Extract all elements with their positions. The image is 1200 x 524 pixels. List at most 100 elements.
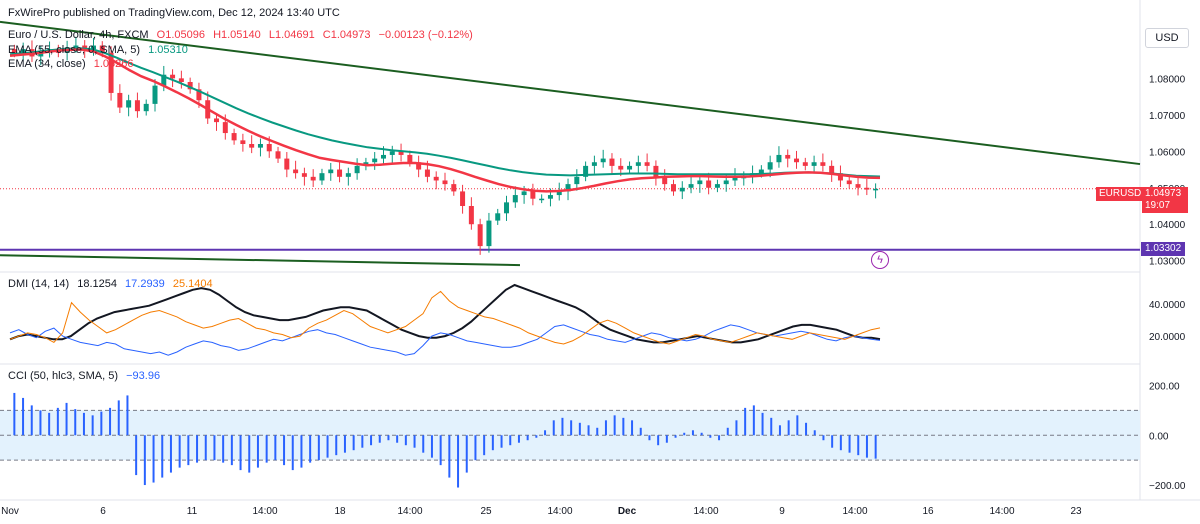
candle	[635, 162, 641, 166]
candle	[231, 133, 237, 141]
candle	[662, 176, 668, 185]
time-tick-label: Dec	[618, 506, 637, 517]
candle	[477, 224, 483, 247]
candle	[767, 162, 773, 170]
candle	[679, 187, 685, 192]
candle	[222, 122, 228, 134]
candle	[451, 184, 457, 192]
candle	[328, 169, 334, 174]
price-tick-label: 1.07000	[1149, 111, 1186, 122]
candle	[293, 169, 299, 174]
candle	[82, 45, 88, 50]
candle	[802, 162, 808, 166]
dmi-plus-value: 17.2939	[125, 278, 165, 290]
symbol-tag: EURUSD	[1096, 187, 1145, 201]
symbol-name[interactable]: Euro / U.S. Dollar, 4h, FXCM	[8, 29, 149, 41]
candle	[468, 206, 474, 225]
price-pane	[0, 20, 1141, 267]
candle	[73, 45, 79, 48]
dmi-line	[9, 283, 881, 344]
time-tick-label: 14:00	[842, 506, 867, 517]
candle	[512, 195, 518, 203]
candle	[275, 151, 281, 159]
close-value: C1.04973	[322, 29, 371, 41]
candle	[539, 198, 545, 201]
candle	[785, 154, 791, 159]
ema34-value: 1.05266	[93, 58, 134, 70]
low-value: L1.04691	[268, 29, 315, 41]
ema34-label: EMA (34, close)	[8, 58, 86, 70]
candle	[829, 165, 835, 174]
candle	[670, 184, 676, 192]
candle	[319, 173, 325, 181]
candle	[310, 176, 316, 181]
candle	[794, 158, 800, 163]
time-tick-label: 25	[480, 506, 492, 517]
time-tick-label: 11	[187, 506, 198, 517]
cci-label: CCI (50, hlc3, SMA, 5)	[8, 370, 119, 382]
candle	[486, 220, 492, 247]
time-tick-label: 6	[100, 506, 106, 517]
ema55-legend[interactable]: EMA (55, close, 0, SMA, 5) 1.05310	[8, 44, 193, 56]
cci-legend[interactable]: CCI (50, hlc3, SMA, 5) −93.96	[8, 370, 165, 382]
dmi-label: DMI (14, 14)	[8, 278, 70, 290]
high-value: H1.05140	[213, 29, 261, 41]
bar-countdown: 19:07	[1145, 200, 1171, 211]
candle	[565, 184, 571, 192]
candle	[424, 169, 430, 177]
candle	[732, 176, 738, 181]
dmi-tick-label: 20.0000	[1149, 332, 1186, 343]
candle	[758, 169, 764, 174]
candle	[433, 176, 439, 181]
candle	[108, 52, 114, 93]
currency-button[interactable]: USD	[1145, 28, 1189, 48]
time-tick-label: 14:00	[397, 506, 422, 517]
price-tick-label: 1.08000	[1149, 74, 1186, 85]
candle	[618, 165, 624, 170]
ema34-legend[interactable]: EMA (34, close) 1.05266	[8, 58, 138, 70]
change-value: −0.00123 (−0.12%)	[378, 29, 473, 41]
candle	[134, 100, 140, 112]
axes: 1.090001.080001.070001.060001.050001.040…	[1, 38, 1186, 517]
candle	[574, 176, 580, 185]
time-tick-label: 14:00	[693, 506, 718, 517]
dmi-line	[9, 290, 881, 345]
lightning-icon[interactable]: ϟ	[871, 251, 889, 269]
candle	[301, 173, 307, 177]
candle	[416, 162, 422, 170]
candle	[90, 45, 96, 50]
time-tick-label: Nov	[1, 506, 19, 517]
price-tick-label: 1.06000	[1149, 147, 1186, 158]
candle	[99, 45, 105, 53]
candle	[644, 162, 650, 166]
symbol-legend: Euro / U.S. Dollar, 4h, FXCM O1.05096 H1…	[8, 29, 478, 41]
candle	[372, 158, 378, 163]
candle	[196, 89, 202, 101]
cci-tick-label: 200.00	[1149, 381, 1180, 392]
time-tick-label: 9	[779, 506, 785, 517]
candle	[846, 180, 852, 185]
ema55-label: EMA (55, close, 0, SMA, 5)	[8, 44, 141, 56]
time-tick-label: 18	[334, 506, 346, 517]
dmi-tick-label: 40.0000	[1149, 300, 1186, 311]
dmi-legend[interactable]: DMI (14, 14) 18.1254 17.2939 25.1404	[8, 278, 218, 290]
ema34-line	[9, 48, 881, 193]
candle	[460, 191, 466, 206]
candle	[345, 173, 351, 177]
ema55-line	[9, 47, 881, 178]
candle	[152, 85, 158, 104]
candle	[20, 49, 26, 53]
candle	[547, 195, 553, 199]
cci-value: −93.96	[126, 370, 161, 382]
dmi-adx-value: 18.1254	[77, 278, 117, 290]
candle	[653, 165, 659, 177]
candle	[583, 165, 589, 177]
candle	[442, 180, 448, 185]
time-tick-label: 14:00	[989, 506, 1014, 517]
candle	[214, 118, 220, 123]
cci-pane	[0, 392, 1140, 488]
dmi-minus-value: 25.1404	[172, 278, 213, 290]
candle	[697, 180, 703, 185]
publisher-line: FxWirePro published on TradingView.com, …	[8, 7, 340, 19]
